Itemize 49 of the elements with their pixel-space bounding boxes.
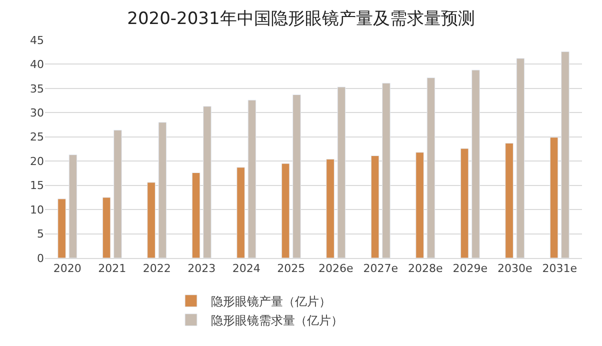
bar (337, 86, 346, 258)
legend-label: 隐形眼镜需求量（亿片） (211, 314, 343, 328)
bar (192, 172, 200, 258)
x-tick-label: 2022 (142, 262, 171, 276)
bar (426, 78, 436, 258)
x-tick-label: 2030e (497, 262, 532, 276)
y-tick-label: 40 (30, 58, 44, 72)
bar (382, 82, 390, 258)
bar (460, 148, 469, 258)
y-tick-label: 45 (30, 34, 44, 47)
y-tick-label: 10 (30, 203, 44, 216)
bar (472, 70, 480, 258)
x-tick-label: 2023 (188, 262, 216, 276)
bar (326, 158, 334, 258)
y-tick-label: 5 (37, 228, 44, 241)
y-tick-label: 35 (30, 82, 44, 96)
y-tick-label: 20 (30, 154, 44, 168)
chart-title: 2020-2031年中国隐形眼镜产量及需求量预测 (127, 9, 475, 30)
y-tick-label: 30 (30, 106, 44, 120)
x-tick-label: 2028e (408, 262, 443, 276)
x-tick-label: 2024 (232, 262, 260, 276)
bar (561, 51, 570, 258)
bar (550, 137, 558, 258)
bar (114, 130, 122, 258)
bar (292, 94, 301, 258)
bar (236, 167, 245, 258)
x-tick-label: 2027e (363, 262, 398, 276)
bar (102, 197, 111, 258)
x-tick-label: 2021 (98, 262, 126, 276)
y-tick-label: 25 (30, 130, 44, 144)
bar (147, 182, 156, 258)
legend-label: 隐形眼镜产量（亿片） (211, 294, 331, 309)
y-tick-label: 0 (37, 252, 44, 265)
bar (370, 156, 380, 258)
y-tick-label: 15 (30, 179, 44, 192)
bar (505, 142, 514, 258)
bar (416, 152, 424, 258)
x-tick-label: 2029e (452, 262, 488, 276)
bar (281, 163, 290, 258)
bar (248, 100, 256, 258)
bar (58, 198, 66, 258)
bar (203, 106, 212, 258)
bar (158, 122, 167, 258)
bar (68, 154, 78, 258)
x-tick-label: 2025 (277, 262, 306, 276)
x-tick-label: 2026e (318, 262, 354, 276)
bar (516, 58, 525, 258)
x-tick-label: 2031e (542, 262, 578, 276)
x-tick-label: 2020 (53, 262, 82, 276)
